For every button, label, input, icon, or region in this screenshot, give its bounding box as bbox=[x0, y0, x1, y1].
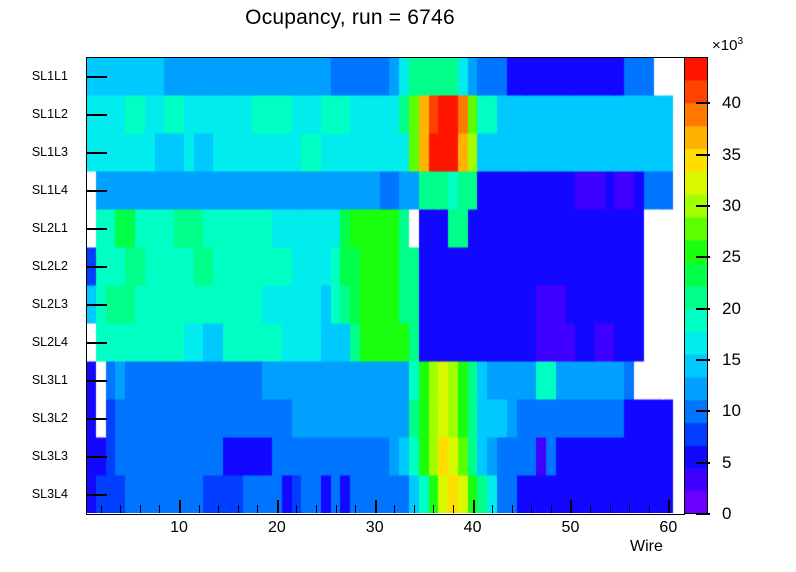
y-axis-labels: SL3L4 SL3L3 SL3L2 SL3L1 SL2L4 SL2L3 SL2L2 SL2L1… bbox=[0, 57, 80, 513]
z-axis-exponent: ×103 bbox=[712, 36, 744, 54]
x-tick-label-50: 50 bbox=[561, 519, 580, 536]
z-tick-label-20: 20 bbox=[722, 298, 741, 318]
z-tick-mark bbox=[696, 307, 710, 310]
occupancy-heatmap[interactable] bbox=[86, 57, 683, 513]
x-axis-labels: 10 20 30 40 50 60 bbox=[86, 517, 684, 539]
x-tick-label-20: 20 bbox=[267, 519, 286, 536]
x-tick-label-40: 40 bbox=[463, 519, 482, 536]
z-tick-label-40: 40 bbox=[722, 93, 741, 113]
x-tick-label-60: 60 bbox=[659, 519, 678, 536]
z-tick-mark bbox=[696, 256, 710, 259]
z-tick-mark bbox=[696, 461, 710, 464]
z-tick-mark bbox=[696, 153, 710, 156]
y-tick-label-sl1l3: SL1L3 bbox=[31, 145, 68, 159]
y-tick-label-sl1l1: SL1L1 bbox=[31, 69, 68, 83]
color-scale-bar[interactable] bbox=[684, 57, 708, 514]
page-title: Ocupancy, run = 6746 bbox=[245, 6, 455, 29]
y-tick-label-sl1l2: SL1L2 bbox=[31, 107, 68, 121]
y-tick-label-sl3l3: SL3L3 bbox=[31, 449, 68, 463]
y-tick-label-sl3l4: SL3L4 bbox=[31, 487, 68, 501]
z-tick-label-0: 0 bbox=[722, 504, 732, 523]
z-tick-mark bbox=[696, 410, 710, 413]
z-tick-label-10: 10 bbox=[722, 401, 741, 421]
y-tick-label-sl3l2: SL3L2 bbox=[31, 411, 68, 425]
y-tick-label-sl2l2: SL2L2 bbox=[31, 259, 68, 273]
z-tick-label-35: 35 bbox=[722, 144, 741, 164]
y-tick-label-sl2l3: SL2L3 bbox=[31, 297, 68, 311]
z-tick-label-25: 25 bbox=[722, 247, 741, 267]
z-tick-mark bbox=[696, 358, 710, 361]
z-tick-mark bbox=[696, 102, 710, 105]
x-axis-title: Wire bbox=[630, 538, 663, 555]
x-tick-label-10: 10 bbox=[170, 519, 188, 536]
z-tick-label-15: 15 bbox=[722, 349, 741, 369]
z-tick-label-5: 5 bbox=[722, 452, 732, 472]
y-tick-label-sl1l4: SL1L4 bbox=[31, 183, 68, 197]
x-tick-label-30: 30 bbox=[365, 519, 384, 536]
z-tick-label-30: 30 bbox=[722, 195, 741, 215]
y-tick-label-sl3l1: SL3L1 bbox=[31, 373, 68, 387]
y-tick-label-sl2l1: SL2L1 bbox=[31, 221, 68, 235]
z-tick-mark bbox=[696, 513, 710, 515]
y-tick-label-sl2l4: SL2L4 bbox=[31, 335, 68, 349]
z-tick-mark bbox=[696, 204, 710, 207]
